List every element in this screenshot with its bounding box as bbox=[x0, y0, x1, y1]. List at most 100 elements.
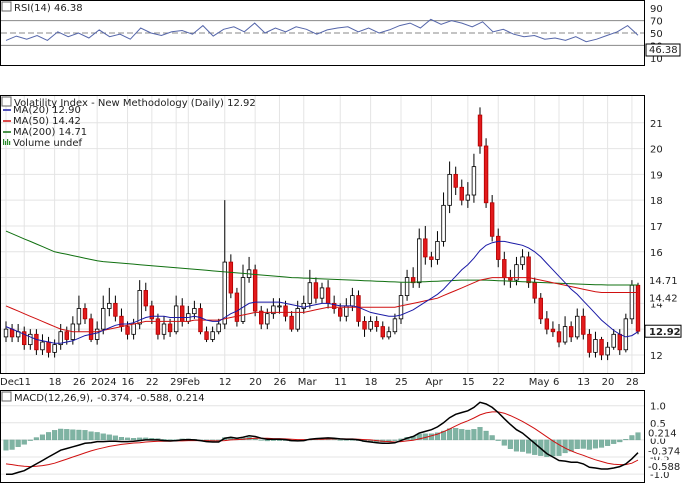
x-axis-date-label: 28 bbox=[626, 377, 639, 388]
macd-histogram-bar bbox=[337, 439, 343, 441]
rsi-line bbox=[5, 18, 639, 43]
x-axis-date-label: Feb bbox=[182, 377, 200, 388]
x-axis-date-label: Mar bbox=[298, 377, 318, 388]
candle-body bbox=[374, 321, 379, 327]
candle-body bbox=[562, 326, 568, 343]
rsi-title: RSI(14) 46.38 bbox=[14, 3, 83, 14]
macd-histogram-bar bbox=[453, 428, 459, 441]
macd-legend-entry: 0.214 bbox=[176, 393, 205, 404]
macd-signal-line bbox=[5, 411, 639, 468]
macd-value-label: -0.588 bbox=[648, 462, 680, 473]
x-axis-date-label: 29 bbox=[170, 377, 183, 388]
macd-legend-entry: -0.588, bbox=[137, 393, 172, 404]
macd-histogram-bar bbox=[52, 430, 58, 441]
candle-body bbox=[88, 318, 94, 340]
price-title: Volatility Index - New Methodology (Dail… bbox=[14, 98, 256, 109]
candle-body bbox=[143, 290, 148, 307]
macd-histogram-bar bbox=[568, 439, 574, 452]
macd-histogram-bar bbox=[270, 439, 276, 441]
macd-histogram-bar bbox=[118, 437, 125, 441]
x-axis-date-label: 20 bbox=[249, 377, 262, 388]
candle-body bbox=[459, 186, 464, 201]
macd-histogram-bar bbox=[434, 432, 441, 441]
rsi-y-tick-label: 50 bbox=[650, 29, 663, 40]
x-axis-date-label: 11 bbox=[334, 377, 347, 388]
candle-body bbox=[447, 173, 452, 206]
candle-body bbox=[441, 204, 446, 242]
macd-legend-entry: -0.374, bbox=[97, 393, 132, 404]
legend-entry: MA(20) 12.90 bbox=[13, 105, 81, 116]
candle-body bbox=[82, 308, 88, 320]
macd-histogram-bar bbox=[513, 439, 520, 452]
candle-body bbox=[271, 305, 276, 315]
candle-body bbox=[629, 284, 635, 320]
x-axis-date-label: 20 bbox=[602, 377, 615, 388]
candle-body bbox=[319, 287, 325, 299]
macd-histogram-bar bbox=[550, 439, 556, 457]
candle-body bbox=[362, 321, 367, 330]
x-axis-date-label: 16 bbox=[122, 377, 135, 388]
macd-histogram-bar bbox=[258, 439, 264, 441]
candle-body bbox=[58, 331, 63, 346]
price-y-tick-label: 17 bbox=[650, 222, 663, 233]
candle-body bbox=[228, 261, 234, 294]
macd-collapse-icon[interactable] bbox=[1, 391, 12, 402]
macd-histogram-bar bbox=[167, 439, 173, 441]
ma200-line bbox=[5, 230, 638, 286]
candle-body bbox=[423, 238, 428, 258]
macd-histogram-bar bbox=[465, 429, 471, 441]
candle-body bbox=[325, 287, 331, 304]
price-value-box bbox=[644, 324, 682, 338]
candle-body bbox=[575, 315, 580, 338]
candle-body bbox=[265, 313, 270, 325]
x-axis-date-label: 25 bbox=[395, 377, 408, 388]
rsi-value-box bbox=[645, 43, 681, 57]
candle-body bbox=[277, 305, 282, 308]
macd-histogram-bar bbox=[635, 432, 641, 441]
candle-body bbox=[496, 235, 501, 260]
price-y-tick-label: 21 bbox=[650, 119, 663, 130]
macd-histogram-bar bbox=[623, 439, 629, 441]
candle-body bbox=[435, 241, 440, 260]
x-axis-date-label: 26 bbox=[73, 377, 86, 388]
candle-body bbox=[259, 310, 264, 325]
x-axis-date-label: 11 bbox=[18, 377, 31, 388]
x-axis-date-label: May bbox=[529, 377, 550, 388]
macd-pane-frame bbox=[0, 390, 645, 483]
price-y-tick-label: 16 bbox=[650, 248, 663, 259]
macd-histogram-bar bbox=[58, 428, 64, 441]
candle-body bbox=[532, 282, 537, 299]
candle-body bbox=[113, 302, 118, 317]
rsi-pane-frame bbox=[0, 0, 645, 66]
macd-histogram-bar bbox=[544, 439, 550, 457]
rsi-y-tick-label: 70 bbox=[650, 17, 663, 28]
macd-histogram-bar bbox=[447, 428, 453, 441]
candle-body bbox=[3, 328, 9, 338]
price-collapse-icon[interactable] bbox=[1, 96, 12, 107]
candle-body bbox=[526, 256, 531, 284]
candle-body bbox=[125, 326, 130, 335]
candle-body bbox=[581, 315, 586, 335]
ma20-line bbox=[5, 240, 639, 344]
macd-histogram-bar bbox=[526, 439, 532, 454]
rsi-collapse-icon[interactable] bbox=[1, 1, 12, 12]
macd-histogram-bar bbox=[440, 430, 447, 441]
candle-body bbox=[350, 295, 355, 307]
candle-body bbox=[295, 308, 300, 330]
macd-histogram-bar bbox=[532, 439, 538, 455]
candle-body bbox=[617, 333, 622, 351]
price-value-box bbox=[645, 274, 681, 287]
macd-histogram-bar bbox=[562, 439, 568, 454]
price-value-label: 12.92 bbox=[649, 327, 681, 338]
macd-histogram-bar bbox=[489, 435, 495, 441]
x-axis-date-label: 22 bbox=[146, 377, 159, 388]
candle-body bbox=[76, 308, 82, 325]
rsi-pane: 9070503010 46.38 RSI(14) 46.38 bbox=[0, 0, 681, 66]
macd-value-box bbox=[645, 460, 681, 473]
macd-histogram-bar bbox=[416, 433, 422, 441]
candle-body bbox=[301, 302, 306, 309]
macd-line bbox=[6, 401, 639, 475]
candle-body bbox=[392, 318, 398, 333]
candle-body bbox=[380, 326, 385, 338]
